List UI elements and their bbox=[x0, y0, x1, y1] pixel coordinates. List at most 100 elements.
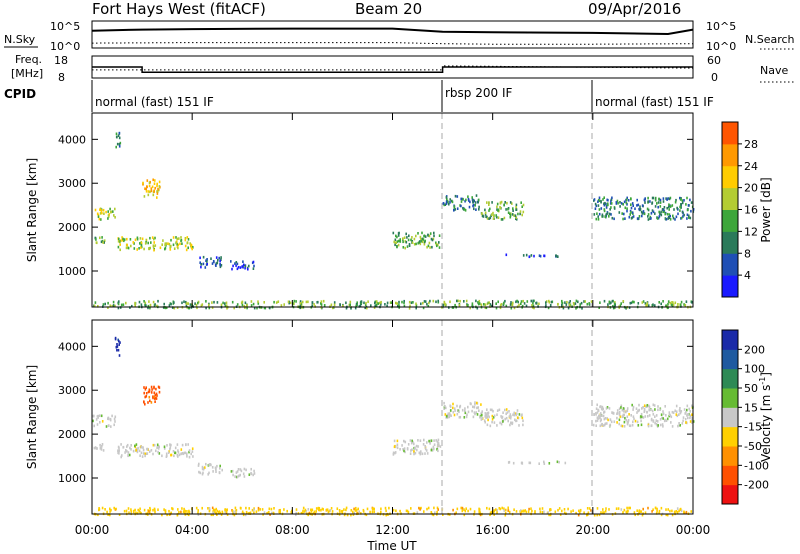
velocity-cell bbox=[187, 443, 189, 446]
velocity-cell bbox=[583, 511, 585, 514]
velocity-cell bbox=[640, 412, 643, 416]
velocity-cell bbox=[426, 452, 429, 455]
velocity-cell bbox=[548, 462, 551, 465]
velocity-cell bbox=[563, 511, 566, 515]
velocity-cell bbox=[148, 388, 151, 392]
velocity-cell bbox=[486, 423, 489, 427]
velocity-cell bbox=[216, 509, 219, 513]
power-cell bbox=[525, 253, 528, 257]
power-cell bbox=[117, 134, 120, 137]
power-cell bbox=[138, 300, 141, 304]
power-cell bbox=[146, 179, 149, 182]
power-cell bbox=[435, 242, 438, 246]
power-cell bbox=[95, 238, 97, 241]
power-cell bbox=[216, 261, 219, 265]
power-cell bbox=[614, 304, 616, 308]
velocity-cell bbox=[365, 513, 368, 517]
velocity-cell bbox=[199, 471, 202, 475]
velocity-cbar-tick-label: 100 bbox=[744, 363, 765, 376]
power-cell bbox=[256, 306, 258, 310]
power-cell bbox=[495, 215, 498, 219]
velocity-cell bbox=[520, 510, 523, 513]
power-cell bbox=[154, 179, 156, 182]
power-cell bbox=[241, 300, 244, 304]
velocity-cell bbox=[640, 415, 643, 419]
power-cell bbox=[152, 300, 155, 304]
velocity-cell bbox=[460, 506, 462, 510]
power-cell bbox=[647, 215, 649, 218]
velocity-cell bbox=[436, 506, 439, 510]
velocity-cell bbox=[650, 424, 653, 427]
velocity-cluster bbox=[392, 438, 442, 456]
power-cell bbox=[447, 200, 449, 204]
power-cell bbox=[204, 266, 207, 269]
power-cell bbox=[658, 197, 660, 201]
power-cell bbox=[242, 260, 244, 263]
power-cell bbox=[646, 302, 648, 305]
velocity-cell bbox=[416, 511, 419, 514]
velocity-cell bbox=[177, 449, 179, 452]
power-cell bbox=[156, 304, 158, 308]
velocity-cell bbox=[502, 411, 504, 414]
velocity-cell bbox=[355, 509, 358, 512]
power-cell bbox=[687, 204, 690, 207]
power-cell bbox=[438, 234, 441, 237]
velocity-cell bbox=[424, 447, 427, 451]
velocity-cell bbox=[214, 466, 217, 470]
velocity-cell bbox=[215, 507, 217, 511]
velocity-cell bbox=[680, 509, 683, 513]
power-cbar-swatch bbox=[722, 275, 738, 298]
power-cell bbox=[519, 210, 522, 213]
power-cell bbox=[519, 212, 521, 216]
power-cell bbox=[532, 299, 534, 303]
power-cell bbox=[486, 215, 488, 219]
power-cell bbox=[398, 300, 400, 304]
power-cell bbox=[350, 307, 352, 310]
freq-left-label-2: [MHz] bbox=[11, 67, 43, 80]
power-cell bbox=[616, 199, 619, 203]
power-cell bbox=[147, 241, 149, 245]
velocity-cell bbox=[639, 415, 642, 418]
velocity-cell bbox=[126, 443, 129, 447]
power-cell bbox=[114, 304, 116, 308]
velocity-cell bbox=[168, 513, 171, 516]
power-cell bbox=[191, 247, 193, 251]
velocity-cell bbox=[98, 508, 100, 512]
velocity-cell bbox=[286, 509, 288, 513]
power-cell bbox=[520, 300, 523, 303]
power-cbar-tick-label: 20 bbox=[744, 182, 758, 195]
power-cell bbox=[646, 207, 649, 211]
power-cell bbox=[680, 300, 683, 304]
velocity-cell bbox=[373, 507, 375, 511]
velocity-cell bbox=[680, 410, 683, 413]
velocity-cell bbox=[220, 513, 223, 516]
power-cell bbox=[323, 304, 326, 307]
velocity-cell bbox=[169, 447, 171, 451]
velocity-cell bbox=[253, 508, 255, 512]
velocity-cell bbox=[486, 408, 488, 411]
velocity-cell bbox=[622, 407, 625, 410]
power-cell bbox=[572, 302, 575, 305]
velocity-cell bbox=[588, 507, 591, 510]
velocity-cell bbox=[115, 345, 118, 349]
power-cell bbox=[190, 246, 193, 249]
power-cell bbox=[580, 301, 583, 305]
power-cell bbox=[299, 300, 302, 303]
velocity-cell bbox=[93, 446, 96, 450]
power-cell bbox=[680, 217, 682, 220]
power-cell bbox=[305, 300, 308, 304]
velocity-cell bbox=[354, 509, 357, 512]
power-cell bbox=[101, 211, 103, 215]
velocity-cell bbox=[504, 511, 507, 515]
velocity-cell bbox=[251, 508, 254, 512]
velocity-cell bbox=[646, 404, 649, 407]
velocity-cell bbox=[486, 415, 488, 419]
velocity-cell bbox=[219, 464, 221, 468]
cpid-segment-3: normal (fast) 151 IF bbox=[595, 95, 714, 109]
velocity-cell bbox=[353, 512, 356, 515]
velocity-cell bbox=[660, 513, 663, 517]
power-cell bbox=[170, 238, 172, 242]
velocity-cell bbox=[136, 448, 139, 451]
velocity-cell bbox=[151, 388, 153, 391]
